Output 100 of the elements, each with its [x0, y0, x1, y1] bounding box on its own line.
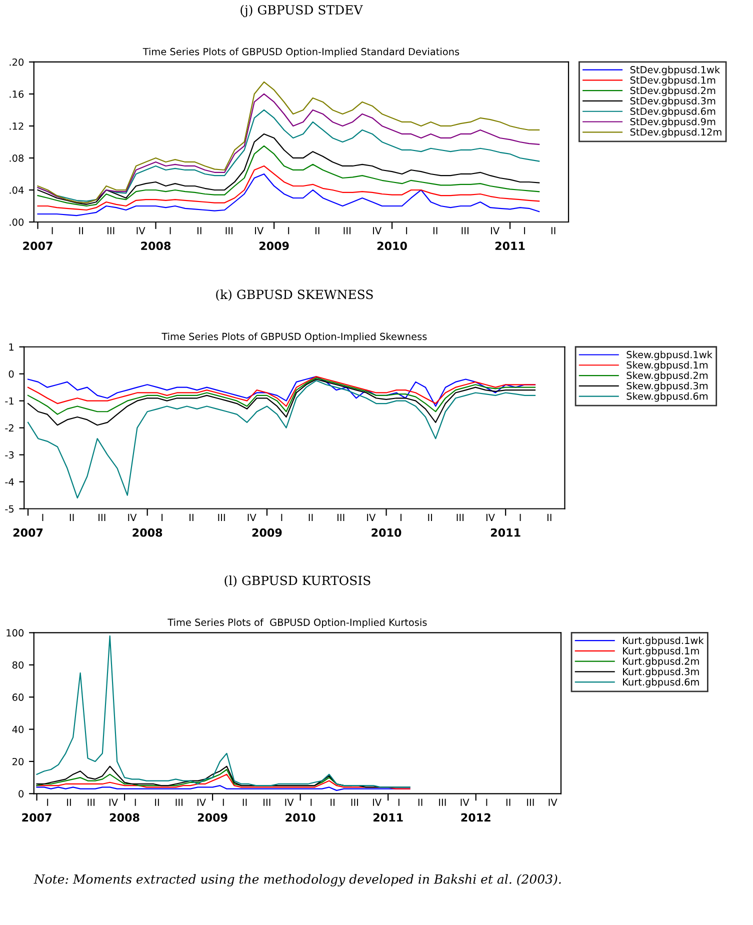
text: II [79, 227, 83, 234]
legend-label: StDev.gbpusd.3m [630, 97, 716, 106]
text: III [88, 798, 94, 806]
legend-label: Skew.gbpusd.2m [626, 372, 708, 381]
text: I [524, 227, 526, 234]
text: II [506, 798, 510, 806]
x-tick-label: 2011 [491, 528, 520, 537]
text: I [486, 798, 488, 806]
text: III [264, 798, 270, 806]
text: I [281, 514, 282, 521]
text: II [551, 227, 556, 234]
x-tick-label: 2011 [374, 813, 403, 822]
text: I [398, 798, 400, 806]
text: I [52, 227, 53, 234]
legend-label: Kurt.gbpusd.1m [623, 646, 699, 656]
text: IV [109, 798, 118, 806]
x-tick-label: 2009 [198, 813, 228, 822]
legend-label: Skew.gbpusd.6m [626, 392, 708, 402]
text: IV [128, 514, 137, 521]
text: III [456, 514, 464, 521]
line-series [27, 376, 536, 407]
text: I [222, 798, 224, 806]
text: I [47, 798, 48, 806]
x-tick-label: 2010 [377, 242, 407, 250]
text: II [433, 227, 438, 234]
text: II [330, 798, 334, 806]
legend-label: Kurt.gbpusd.1wk [623, 636, 704, 646]
chart-subtitle: Time Series Plots of GBPUSD Option-Implied Standard Deviations [142, 48, 460, 58]
text: I [170, 227, 171, 234]
text: II [190, 514, 194, 521]
text: II [547, 514, 552, 521]
text: II [418, 798, 422, 806]
line-series [36, 774, 410, 790]
x-tick-label: 2010 [372, 528, 402, 537]
y-tick-label: 80 [12, 661, 24, 669]
y-tick-label: .08 [10, 154, 24, 162]
line-series [37, 165, 540, 211]
y-tick-label: -5 [5, 505, 14, 513]
legend-label: StDev.gbpusd.9m [630, 118, 716, 128]
x-tick-label: 2012 [461, 813, 490, 822]
chart-subtitle: Time Series Plots of GBPUSD Option-Implied Kurtosis [168, 618, 427, 628]
line-series [27, 380, 536, 499]
text: III [107, 227, 114, 234]
legend-label: StDev.gbpusd.1wk [630, 66, 720, 76]
text: IV [248, 514, 256, 521]
legend-label: StDev.gbpusd.1m [630, 76, 716, 86]
text: I [310, 798, 312, 806]
y-tick-label: 100 [6, 629, 24, 637]
text: III [462, 227, 468, 234]
legend-label: Skew.gbpusd.3m [626, 382, 708, 392]
text: I [42, 514, 44, 521]
y-tick-label: -1 [5, 397, 14, 405]
y-tick-label: -4 [5, 478, 14, 486]
y-tick-label: .04 [10, 186, 24, 194]
y-tick-label: .16 [10, 90, 24, 98]
legend-label: StDev.gbpusd.6m [630, 107, 716, 117]
y-tick-label: .00 [10, 218, 24, 226]
y-tick-label: 40 [12, 726, 24, 734]
x-tick-label: 2011 [495, 242, 525, 250]
text: II [155, 798, 159, 806]
y-tick-label: -2 [5, 424, 14, 432]
legend-label: Skew.gbpusd.1m [626, 361, 708, 371]
text: IV [285, 798, 294, 806]
text: III [439, 798, 446, 806]
legend-label: Kurt.gbpusd.6m [623, 678, 699, 688]
legend-label: Kurt.gbpusd.3m [623, 668, 699, 678]
x-tick-label: 2008 [141, 242, 171, 250]
line-series [37, 173, 540, 216]
text: III [98, 514, 106, 521]
text: IV [373, 227, 382, 234]
y-tick-label: 1 [9, 343, 14, 351]
y-tick-label: 20 [12, 758, 24, 766]
line-series [27, 378, 536, 426]
text: I [288, 227, 290, 234]
chart-title: (k) GBPUSD SKEWNESS [216, 289, 373, 301]
text: III [337, 514, 344, 521]
text: IV [548, 798, 558, 806]
text: IV [136, 227, 146, 234]
text: II [242, 798, 247, 806]
x-tick-label: 2008 [110, 813, 140, 822]
legend-label: Kurt.gbpusd.2m [623, 657, 699, 667]
text: Note: Moments extracted using the methodology developed in Bakshi et al. (2003). [34, 874, 561, 886]
text: II [315, 227, 320, 234]
legend-label: Skew.gbpusd.1wk [626, 350, 712, 360]
text: IV [491, 227, 500, 234]
text: IV [255, 227, 264, 234]
line-series [37, 133, 540, 205]
line-series [27, 377, 536, 415]
x-tick-label: 2009 [252, 528, 282, 537]
text: I [400, 514, 402, 521]
text: II [70, 514, 74, 521]
y-tick-label: .20 [10, 58, 24, 66]
chart-title: (l) GBPUSD KURTOSIS [224, 576, 370, 587]
x-tick-label: 2007 [23, 242, 52, 250]
x-tick-label: 2010 [286, 813, 316, 822]
text: II [67, 798, 71, 806]
text: I [520, 514, 521, 521]
text: III [176, 798, 182, 806]
text: II [428, 514, 432, 521]
y-tick-label: .12 [10, 122, 24, 130]
